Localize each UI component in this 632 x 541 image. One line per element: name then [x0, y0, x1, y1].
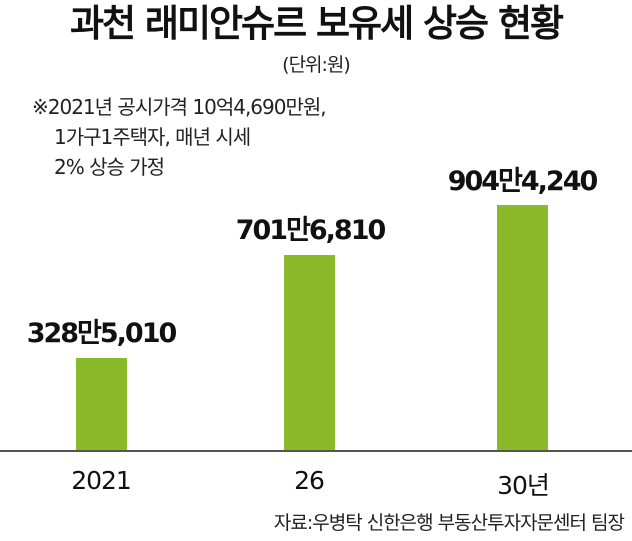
x-axis-line [0, 450, 632, 452]
value-label-26: 701만6,810 [235, 215, 387, 246]
note-line-2: 1가구1주택자, 매년 시세 [54, 125, 251, 149]
source-credit: 자료:우병탁 신한은행 부동산투자자문센터 팀장 [273, 512, 625, 534]
value-label-30: 904만4,240 [447, 166, 599, 197]
unit-label: (단위:원) [282, 54, 351, 76]
bar-26 [284, 255, 335, 450]
value-label-2021: 328만5,010 [26, 318, 178, 349]
chart-title: 과천 래미안슈르 보유세 상승 현황 [69, 2, 564, 45]
bar-30 [497, 205, 548, 450]
bar-2021 [76, 358, 127, 450]
note-line-3: 2% 상승 가정 [54, 155, 165, 179]
x-label-2021: 2021 [71, 466, 132, 495]
assumption-note: ※2021년 공시가격 10억4,690만원, 1가구1주택자, 매년 시세 2… [32, 92, 327, 182]
note-line-1: ※2021년 공시가격 10억4,690만원, [32, 95, 327, 119]
x-label-26: 26 [294, 466, 325, 495]
x-label-30: 30년 [497, 471, 550, 500]
